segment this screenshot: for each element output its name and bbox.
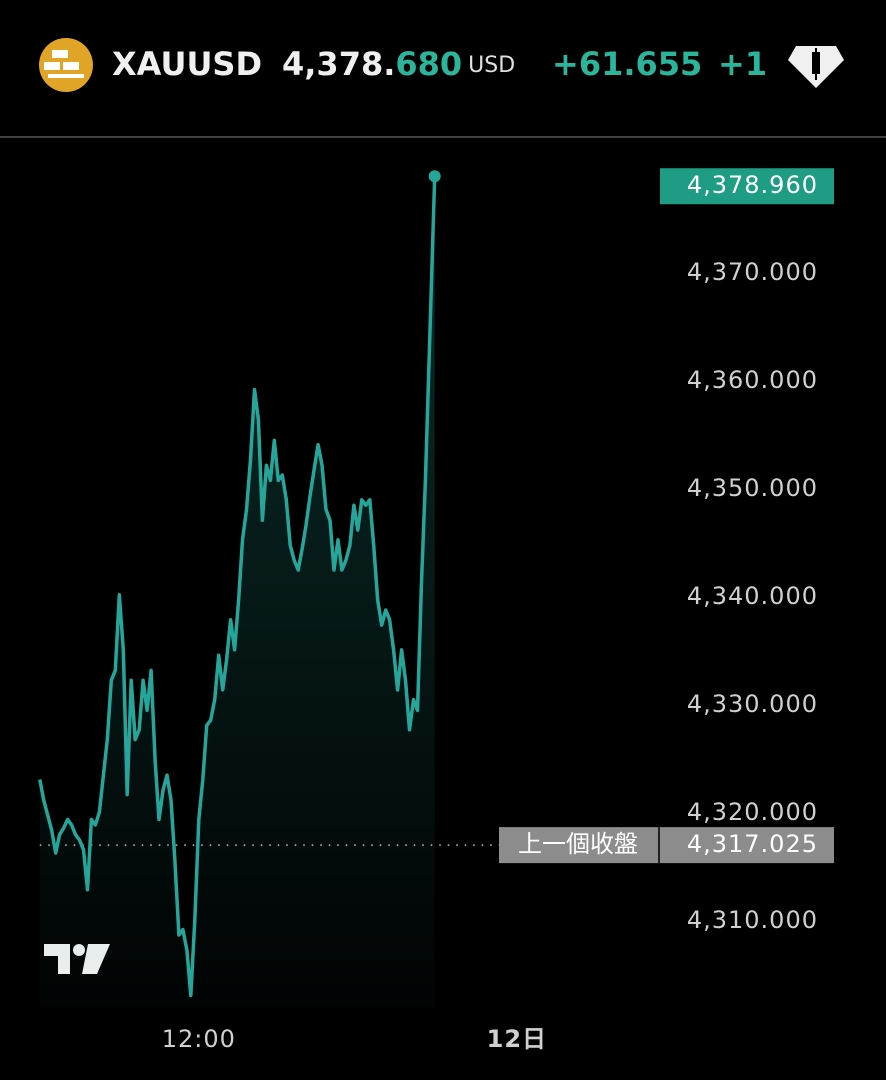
price-line — [38, 176, 437, 998]
y-tick-label: 4,350.000 — [687, 474, 818, 502]
y-tick-label: 4,320.000 — [687, 798, 818, 826]
previous-close-name: 上一個收盤 — [518, 830, 638, 858]
previous-close-value: 4,317.025 — [687, 830, 818, 858]
alert-icon[interactable] — [788, 46, 844, 88]
price-fraction: 680 — [395, 45, 462, 83]
x-tick-label: 12:00 — [162, 1025, 236, 1053]
previous-close-box — [499, 827, 834, 864]
y-tick-label: 4,330.000 — [687, 690, 818, 718]
price-label-box — [660, 168, 834, 205]
currency: USD — [468, 53, 515, 78]
gold-icon[interactable] — [39, 38, 93, 92]
price: 4,378.680 USD — [282, 45, 515, 83]
price-main: 4,378. — [282, 45, 395, 83]
change: +61.655 — [552, 45, 702, 83]
y-tick-label: 4,340.000 — [687, 582, 818, 610]
x-tick-label: 12日 — [487, 1025, 547, 1053]
y-tick-label: 4,370.000 — [687, 258, 818, 286]
price-label: 4,378.960 — [687, 171, 818, 199]
symbol[interactable]: XAUUSD — [112, 45, 262, 83]
change-percent: +1 — [718, 45, 767, 83]
y-tick-label: 4,360.000 — [687, 366, 818, 394]
area — [39, 176, 435, 1008]
last-point — [428, 170, 441, 183]
y-tick-label: 4,310.000 — [687, 906, 818, 934]
